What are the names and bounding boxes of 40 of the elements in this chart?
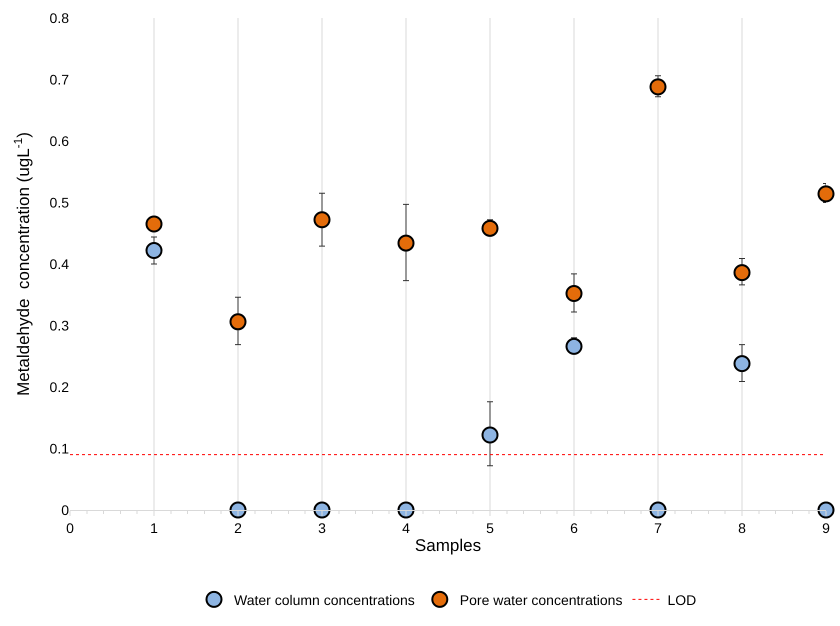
x-tick-label: 1	[150, 520, 158, 536]
point	[482, 220, 498, 237]
point	[566, 338, 582, 355]
x-axis-title: Samples	[414, 536, 482, 556]
point	[314, 502, 330, 518]
x-tick-label: 8	[738, 520, 746, 536]
y-tick-label: 0.3	[50, 317, 70, 334]
legend-label: LOD	[667, 592, 696, 608]
x-tick-label: 2	[234, 520, 242, 536]
point	[230, 313, 246, 330]
y-tick-label: 0.8	[50, 10, 70, 26]
y-tick-label: 0.2	[50, 378, 70, 395]
y-tick-label: 0.7	[50, 71, 70, 88]
y-tick-label: 0.6	[50, 132, 70, 149]
point	[146, 216, 162, 233]
x-tick-label: 3	[318, 520, 326, 536]
legend-label: Pore water concentrations	[460, 592, 622, 608]
point	[734, 355, 750, 372]
x-tick-label: 4	[402, 520, 410, 536]
x-tick-label: 9	[822, 520, 830, 536]
point	[818, 185, 834, 202]
point	[398, 502, 414, 518]
y-tick-label: 0	[61, 502, 70, 518]
y-tick-label: 0.4	[50, 256, 70, 272]
point	[146, 242, 162, 259]
x-tick-label: 7	[654, 520, 662, 536]
point	[398, 234, 414, 252]
point	[734, 264, 750, 282]
point	[230, 502, 246, 518]
y-tick-label: 0.1	[50, 440, 70, 456]
point	[482, 426, 498, 444]
y-tick-label: 0.5	[50, 194, 70, 210]
legend-label: Water column concentrations	[234, 592, 415, 608]
point	[818, 502, 834, 518]
point	[566, 285, 582, 302]
x-tick-label: 5	[486, 520, 494, 536]
x-tick-label: 6	[570, 520, 578, 536]
point	[650, 78, 666, 96]
point	[314, 211, 330, 228]
point	[650, 502, 666, 518]
